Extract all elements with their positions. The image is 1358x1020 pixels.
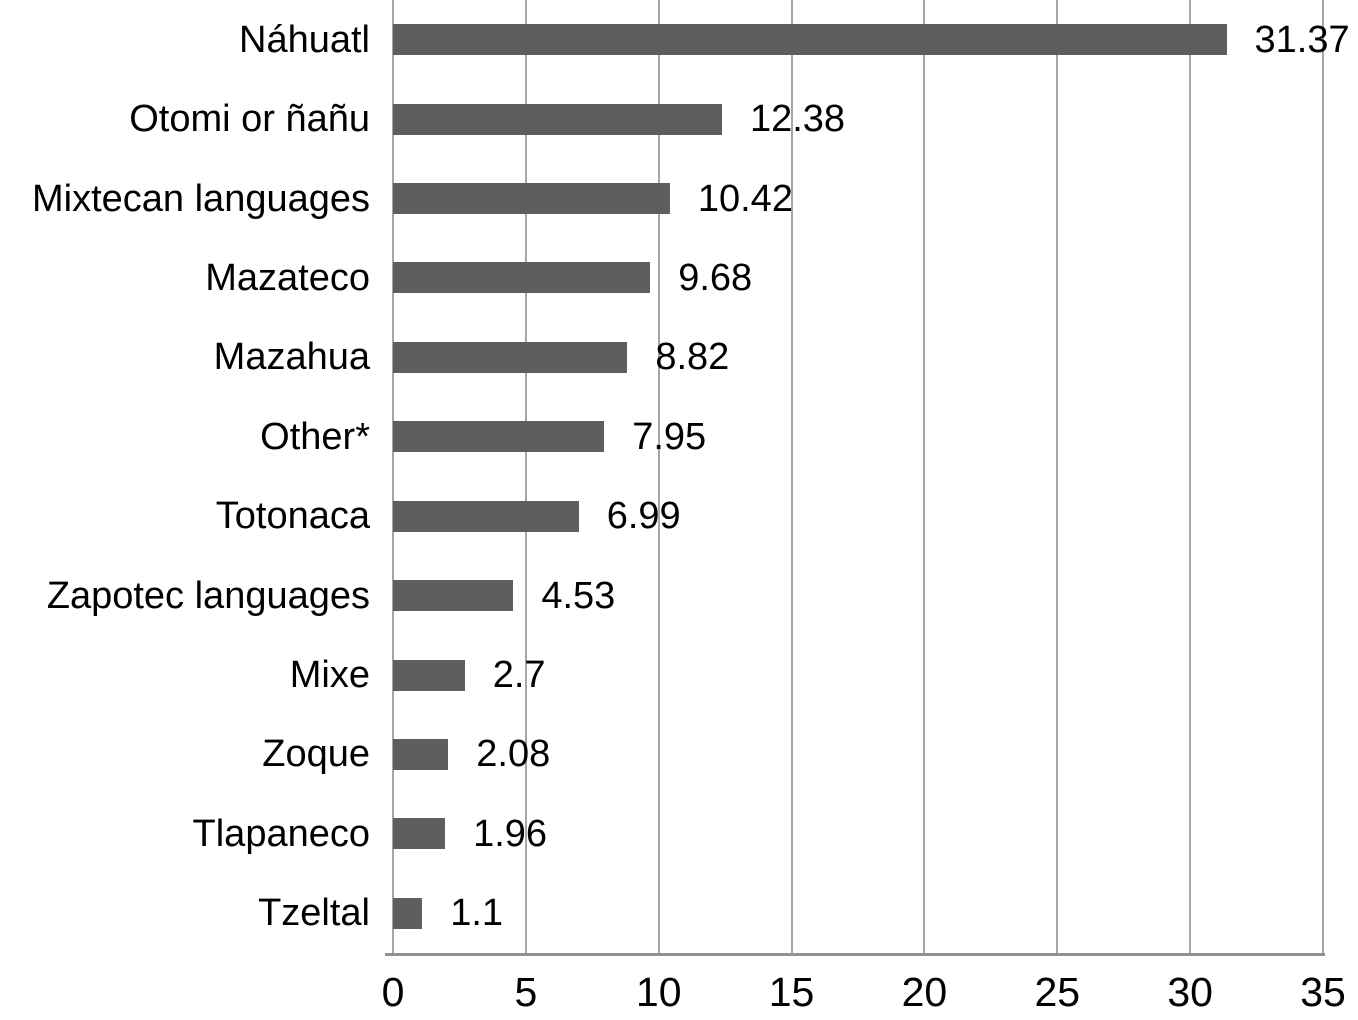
bar	[393, 500, 579, 532]
value-label: 1.1	[450, 892, 504, 935]
x-tick-label: 25	[1034, 969, 1081, 1015]
category-label: Náhuatl	[239, 18, 370, 61]
category-label: Other*	[260, 415, 370, 458]
bar	[393, 897, 423, 929]
plot-area: 31.37 12.38 10.42 9.68 8.82 7.95 6.99 4.53 2.7 2.…	[392, 0, 1350, 953]
category-label: Tlapaneco	[192, 812, 370, 855]
gridline-x-5	[524, 0, 527, 953]
bar	[393, 738, 449, 770]
x-tick-label: 20	[901, 969, 948, 1015]
x-axis-line	[385, 953, 1325, 956]
x-tick-label: 15	[768, 969, 815, 1015]
bar	[393, 580, 514, 612]
value-label: 6.99	[606, 495, 681, 538]
value-label: 2.7	[492, 654, 546, 697]
category-label: Mazateco	[205, 256, 370, 299]
bar	[393, 24, 1227, 56]
category-label: Tzeltal	[258, 892, 370, 935]
bar	[393, 659, 465, 691]
x-tick-label: 35	[1300, 969, 1346, 1015]
x-tick-label: 30	[1167, 969, 1213, 1015]
category-label: Mazahua	[213, 336, 370, 379]
value-label: 10.42	[697, 177, 793, 220]
category-label: Zoque	[262, 733, 370, 776]
category-label: Otomi or ñañu	[129, 98, 370, 141]
value-label: 8.82	[655, 336, 730, 379]
bar	[393, 103, 722, 135]
value-label: 1.96	[473, 812, 548, 855]
value-label: 12.38	[749, 98, 846, 141]
gridline-x-15	[790, 0, 793, 953]
category-label: Zapotec languages	[46, 574, 370, 617]
value-label: 9.68	[678, 256, 753, 299]
x-tick-label: 10	[635, 969, 682, 1015]
x-tick-label: 0	[381, 969, 405, 1015]
x-tick-label: 5	[514, 969, 538, 1015]
value-label: 7.95	[632, 415, 707, 458]
gridline-x-10	[657, 0, 660, 953]
gridline-x-30	[1189, 0, 1192, 953]
gridline-x-25	[1056, 0, 1059, 953]
gridline-x-20	[923, 0, 926, 953]
bar	[393, 262, 651, 294]
category-label: Mixtecan languages	[32, 177, 370, 220]
bar	[393, 421, 605, 453]
gridline-x-0	[392, 0, 394, 953]
bar	[393, 341, 628, 373]
bar	[393, 818, 446, 850]
gridline-x-35	[1322, 0, 1324, 953]
bar	[393, 183, 670, 215]
value-label: 2.08	[476, 733, 551, 776]
category-label: Totonaca	[215, 495, 370, 538]
value-label: 31.37	[1254, 18, 1350, 61]
category-label: Mixe	[289, 654, 370, 697]
value-label: 4.53	[541, 574, 616, 617]
